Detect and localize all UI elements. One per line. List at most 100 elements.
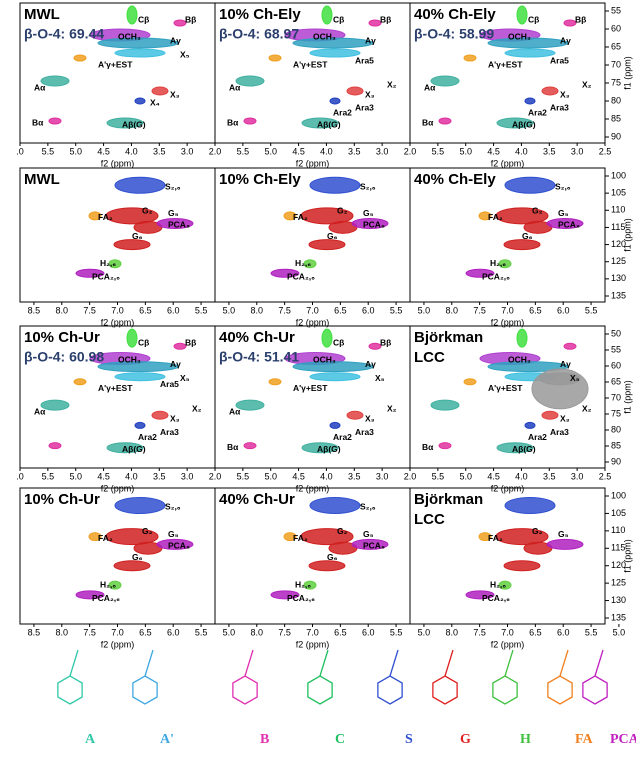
peak-label: Bα (32, 117, 44, 127)
peak-label: G₂ (142, 526, 153, 536)
peak-label: X₄ (150, 97, 160, 107)
peak-label: X₅ (570, 373, 580, 383)
y-tick-label: 105 (611, 188, 626, 198)
peak-label: PCA₈ (168, 541, 190, 551)
peak-label: G₅ (363, 529, 374, 539)
y-tick-label: 110 (611, 205, 625, 215)
peak-label: Ara3 (550, 427, 569, 437)
panel-title: Björkman (414, 491, 483, 508)
peak-label: PCA₈ (363, 220, 385, 230)
beta-o-4: β-O-4: 69.44 (24, 26, 104, 42)
x-tick-label: 6.5 (529, 627, 542, 637)
peak-label: Bβ (185, 14, 196, 24)
contour (114, 561, 150, 571)
y-tick-label: 65 (611, 41, 621, 51)
peak-label: Bα (227, 442, 239, 452)
x-tick-label: 4.5 (487, 471, 500, 481)
peak-label: H₂,₆ (100, 258, 116, 268)
y-tick-label: 100 (611, 490, 626, 500)
peak-label: Bα (422, 117, 434, 127)
peak-label: Ara5 (355, 55, 374, 65)
peak-label: H₂,₆ (490, 579, 506, 589)
peak-label: Aβ(G) (317, 444, 341, 454)
bond (245, 650, 253, 676)
x-axis-label: f2 (ppm) (296, 158, 330, 168)
peak-label: G₆ (327, 552, 338, 562)
panel-title: 40% Ch-Ur (219, 491, 295, 508)
bond (560, 650, 568, 676)
x-tick-label: 5.0 (264, 146, 277, 156)
x-axis-label: f2 (ppm) (296, 639, 330, 649)
x-tick-label: 5.5 (195, 627, 208, 637)
x-tick-label: 6.0 (167, 305, 180, 315)
peak-label: PCA₂,₆ (287, 593, 315, 603)
x-tick-label: 5.0 (69, 471, 82, 481)
ring (493, 676, 517, 704)
x-tick-label: 4.0 (320, 471, 333, 481)
peak-label: Ara5 (550, 55, 569, 65)
contour (127, 6, 137, 24)
peak-label: OCH₃ (118, 31, 141, 41)
x-tick-label: 5.0 (418, 305, 431, 315)
x-tick-label: 2.5 (599, 146, 612, 156)
y-tick-label: 55 (611, 5, 621, 15)
peak-label: G₆ (132, 231, 143, 241)
peak-label: Aγ (365, 359, 376, 369)
peak-label: OCH₃ (313, 355, 336, 365)
panel-title: 10% Ch-Ely (219, 171, 301, 188)
x-tick-label: 8.5 (28, 305, 41, 315)
bond (70, 650, 78, 676)
y-tick-label: 90 (611, 456, 621, 466)
peak-label: Cβ (138, 14, 149, 24)
x-tick-label: 3.5 (543, 471, 556, 481)
x-tick-label: 7.0 (501, 305, 514, 315)
y-axis-label: f1 (ppm) (622, 539, 632, 573)
x-tick-label: 7.0 (501, 627, 514, 637)
peak-label: FA₂ (293, 533, 308, 543)
peak-label: X₅ (180, 373, 190, 383)
panel-title: 10% Ch-Ely (219, 6, 301, 23)
peak-label: Bβ (575, 14, 586, 24)
x-tick-label: .0 (16, 146, 24, 156)
peak-label: Ara2 (528, 107, 547, 117)
panel-title: MWL (24, 171, 60, 188)
x-tick-label: 7.5 (278, 627, 291, 637)
peak-label: X₃ (560, 89, 570, 99)
structure-label: B (260, 732, 269, 747)
y-tick-label: 80 (611, 95, 621, 105)
bond (390, 650, 398, 676)
peak-label: Aα (34, 82, 46, 92)
bond (505, 650, 513, 676)
x-tick-label: 3.5 (153, 146, 166, 156)
peak-label: PCA₈ (363, 541, 385, 551)
peak-label: Cβ (528, 14, 539, 24)
contour (74, 55, 86, 61)
peak-label: X₂ (582, 79, 592, 89)
ring (433, 676, 457, 704)
bond (595, 650, 603, 676)
peak-label: PCA₂,₆ (92, 271, 120, 281)
peak-label: H₂,₆ (490, 258, 506, 268)
contour (464, 379, 476, 385)
peak-label: Aα (34, 406, 46, 416)
x-tick-label: 2.0 (404, 471, 417, 481)
peak-label: H₂,₆ (295, 579, 311, 589)
peak-label: Bβ (185, 337, 196, 347)
x-tick-label: 3.5 (348, 146, 361, 156)
contour (542, 411, 558, 419)
peak-label: PCA₂,₆ (92, 593, 120, 603)
x-tick-label: 8.0 (56, 305, 69, 315)
y-tick-label: 60 (611, 360, 621, 370)
structure-label: FA (575, 732, 594, 747)
x-tick-label: 7.0 (111, 627, 124, 637)
x-tick-label: 5.5 (237, 471, 250, 481)
contour (310, 497, 360, 513)
x-tick-label: 4.5 (97, 471, 110, 481)
peak-label: Bα (227, 117, 239, 127)
beta-o-4: β-O-4: 68.97 (219, 26, 299, 42)
page: {"rows":[ {"y_label":"f1 (ppm)","y_ticks… (0, 0, 636, 754)
x-tick-label: 2.5 (599, 471, 612, 481)
x-tick-label: 5.5 (432, 471, 445, 481)
contour (309, 561, 345, 571)
x-tick-label: 4.0 (515, 471, 528, 481)
